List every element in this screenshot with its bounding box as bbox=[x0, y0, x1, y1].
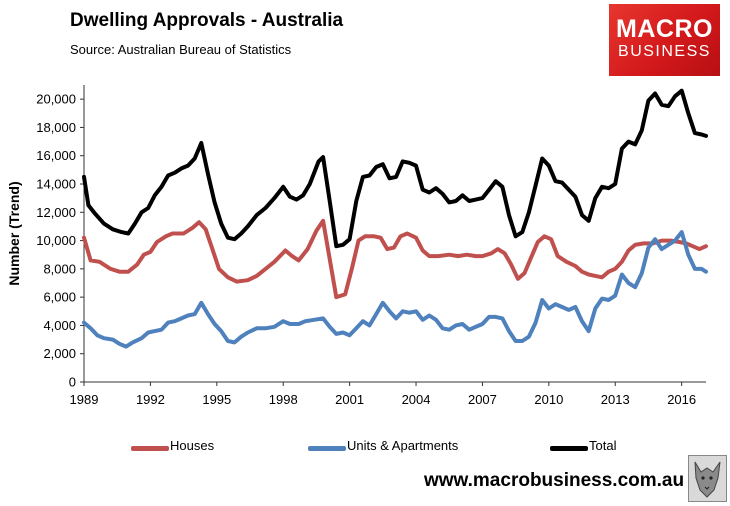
series-line-houses bbox=[82, 218, 708, 300]
x-tick-label: 2001 bbox=[335, 392, 364, 407]
series-line-units bbox=[82, 230, 708, 349]
x-ticks: 1989 1992 1995 1998 2001 2004 2007 2010 2013 2016 bbox=[70, 382, 696, 407]
legend-label-houses: Houses bbox=[170, 438, 215, 453]
x-tick-label: 2007 bbox=[468, 392, 497, 407]
x-tick-label: 1989 bbox=[70, 392, 99, 407]
x-tick-label: 1992 bbox=[136, 392, 165, 407]
legend-label-units: Units & Apartments bbox=[347, 438, 459, 453]
y-tick-label: 20,000 bbox=[36, 92, 76, 107]
series-lines bbox=[82, 88, 708, 349]
legend-swatch-houses bbox=[131, 446, 169, 451]
x-tick-label: 2004 bbox=[402, 392, 431, 407]
logo-line2: BUSINESS bbox=[618, 43, 711, 60]
x-tick-label: 2010 bbox=[534, 392, 563, 407]
y-tick-label: 0 bbox=[69, 375, 76, 390]
x-tick-label: 1998 bbox=[269, 392, 298, 407]
y-tick-label: 16,000 bbox=[36, 148, 76, 163]
legend-swatch-units bbox=[308, 446, 346, 451]
legend-label-total: Total bbox=[589, 438, 617, 453]
x-tick-label: 2016 bbox=[667, 392, 696, 407]
series-line-total bbox=[82, 88, 708, 249]
wolf-logo-icon bbox=[688, 455, 727, 502]
logo-line1: MACRO bbox=[616, 15, 713, 43]
y-tick-label: 18,000 bbox=[36, 120, 76, 135]
y-tick-label: 6,000 bbox=[43, 290, 76, 305]
y-tick-label: 12,000 bbox=[36, 205, 76, 220]
y-tick-label: 10,000 bbox=[36, 233, 76, 248]
y-tick-label: 2,000 bbox=[43, 346, 76, 361]
legend-swatch-total bbox=[550, 446, 588, 451]
y-tick-label: 8,000 bbox=[43, 261, 76, 276]
chart-title: Dwelling Approvals - Australia bbox=[70, 10, 344, 31]
y-tick-label: 4,000 bbox=[43, 318, 76, 333]
macrobusiness-logo: MACRO BUSINESS bbox=[609, 4, 720, 76]
y-ticks: 0 2,000 4,000 6,000 8,000 10,000 12,000 14,000 1… bbox=[36, 92, 84, 390]
footer-url: www.macrobusiness.com.au bbox=[424, 470, 685, 491]
x-tick-label: 1995 bbox=[202, 392, 231, 407]
y-tick-label: 14,000 bbox=[36, 177, 76, 192]
x-tick-label: 2013 bbox=[601, 392, 630, 407]
y-axis-label: Number (Trend) bbox=[6, 181, 22, 285]
chart-source: Source: Australian Bureau of Statistics bbox=[70, 42, 292, 57]
